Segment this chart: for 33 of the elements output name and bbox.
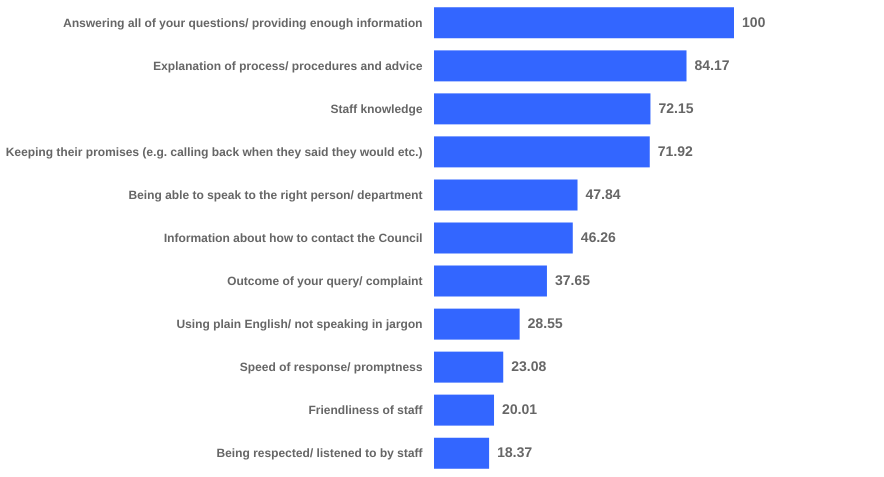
data-label: 37.65 xyxy=(554,272,590,288)
y-tick-label: Explanation of process/ procedures and advice xyxy=(153,58,423,73)
y-tick-label: Information about how to contact the Council xyxy=(164,231,422,245)
bar xyxy=(434,352,504,383)
data-label: 20.01 xyxy=(502,401,538,418)
data-label: 71.92 xyxy=(658,142,694,159)
y-tick-label: Answering all of your questions/ providing enough information xyxy=(63,16,422,30)
data-label: 84.17 xyxy=(694,56,730,73)
bar xyxy=(434,179,578,210)
y-tick-label: Friendliness of staff xyxy=(308,403,424,418)
bar xyxy=(434,394,494,426)
y-tick-label: Being able to speak to the right person/ department xyxy=(128,188,422,202)
bar xyxy=(434,7,734,38)
y-tick-label: Staff knowledge xyxy=(330,102,423,116)
data-label: 72.15 xyxy=(658,100,694,116)
bar xyxy=(434,50,687,82)
data-label: 18.37 xyxy=(497,444,532,460)
y-tick-label: Being respected/ listened to by staff xyxy=(216,446,424,460)
bar xyxy=(434,222,573,254)
y-tick-label: Speed of response/ promptness xyxy=(240,360,423,374)
y-tick-label: Keeping their promises (e.g. calling back when they said they would etc.) xyxy=(6,144,422,159)
data-label: 47.84 xyxy=(586,186,621,202)
bar xyxy=(434,266,547,297)
data-label: 46.26 xyxy=(580,229,616,245)
data-label: 23.08 xyxy=(511,358,546,374)
bar xyxy=(434,93,650,124)
data-label: 28.55 xyxy=(528,315,563,332)
bar xyxy=(434,136,650,168)
y-tick-label: Outcome of your query/ complaint xyxy=(227,274,422,288)
bar xyxy=(434,308,520,340)
data-label: 100 xyxy=(742,14,766,30)
y-tick-label: Using plain English/ not speaking in jargon xyxy=(176,317,422,332)
bar xyxy=(434,438,490,469)
